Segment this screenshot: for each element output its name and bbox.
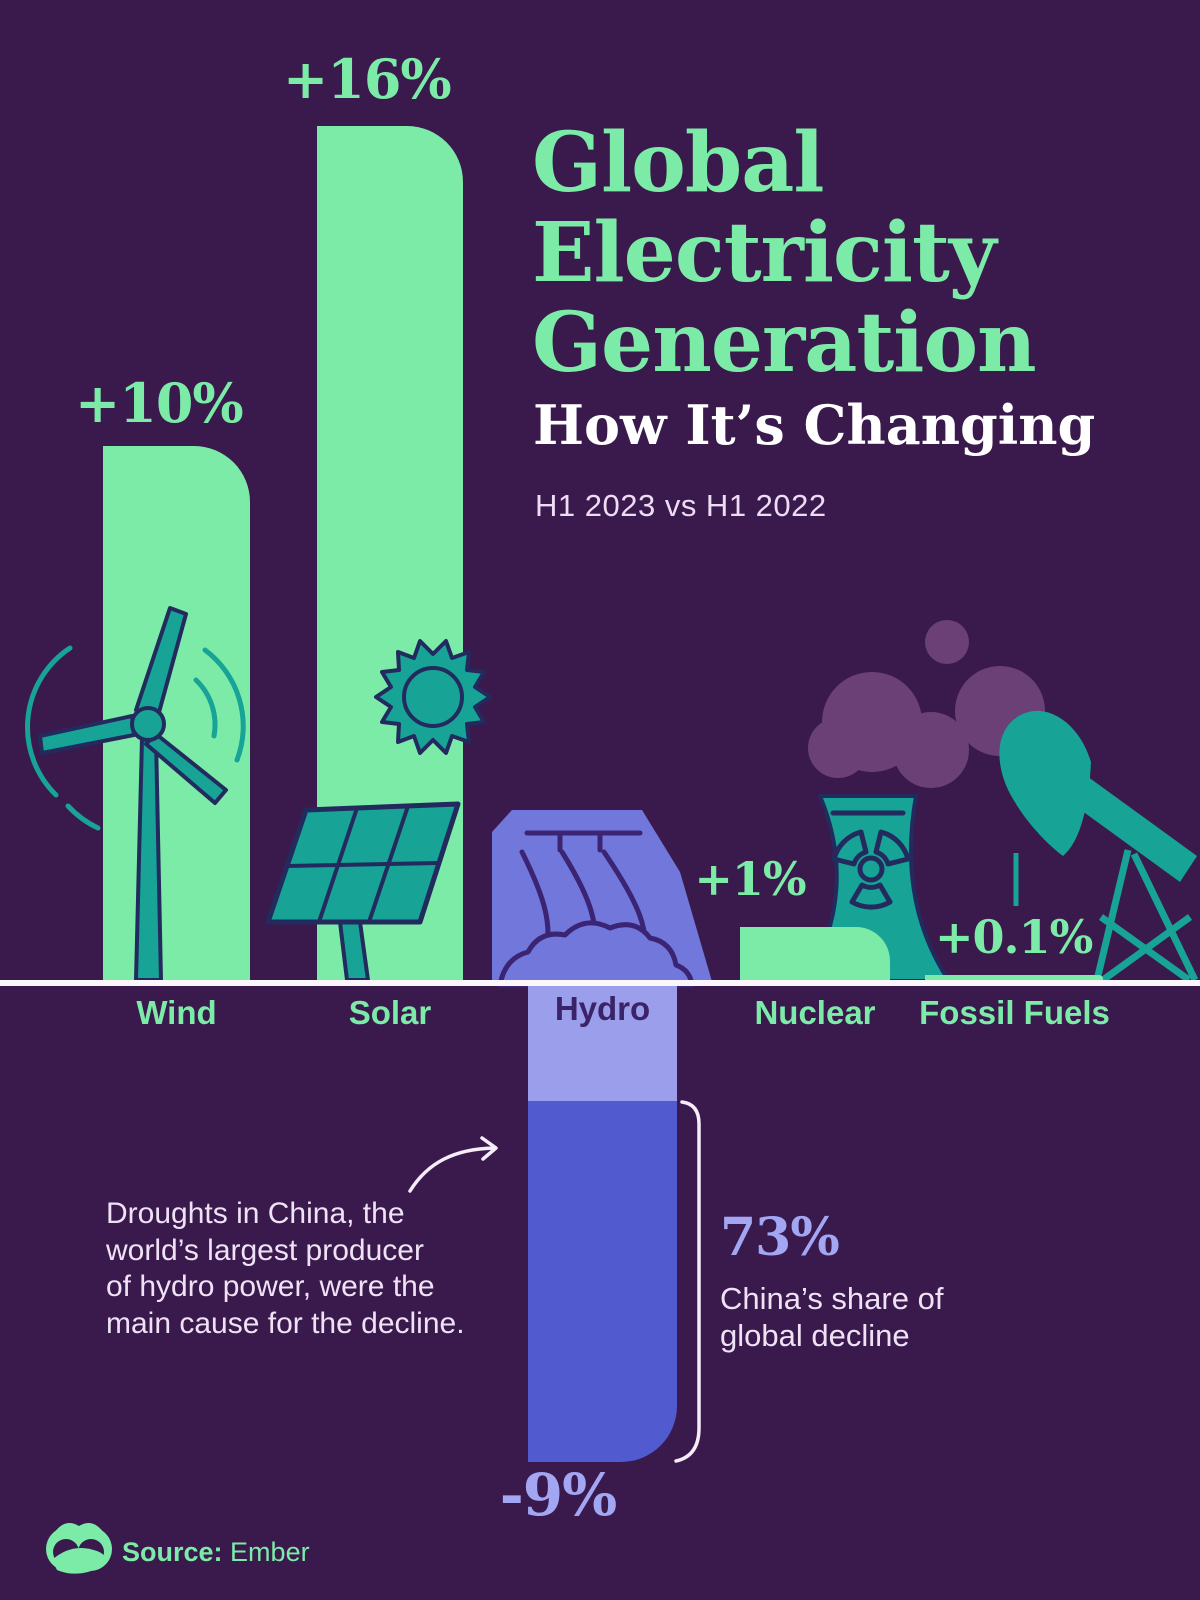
hydro-decline-section — [528, 1101, 677, 1462]
title-line-3: Generation — [532, 295, 1037, 391]
annotation-text: Droughts in China, the world’s largest p… — [106, 1196, 465, 1342]
bracket — [674, 1100, 701, 1463]
annotation-line-3: of hydro power, were the — [106, 1270, 435, 1303]
callout-line-2: global decline — [720, 1318, 910, 1353]
callout-line-1: China’s share of — [720, 1281, 944, 1316]
category-label-nuclear: Nuclear — [754, 994, 876, 1031]
source-label: Source: — [122, 1537, 223, 1567]
value-label-hydro: -9% — [499, 1461, 618, 1529]
callout-value: 73% — [720, 1207, 840, 1268]
value-label-solar: +16% — [283, 47, 452, 111]
bar-wind — [103, 446, 250, 980]
callout-text: China’s share of global decline — [720, 1280, 943, 1354]
bar-fossil-fuels — [925, 975, 1103, 980]
annotation-line-4: main cause for the decline. — [106, 1306, 465, 1340]
annotation-line-2: world’s largest producer — [106, 1233, 424, 1267]
source-name: Ember — [230, 1537, 310, 1567]
bar-hydro: Hydro — [528, 981, 677, 1462]
radiation-icon — [831, 829, 911, 910]
category-label-solar: Solar — [348, 994, 432, 1031]
curved-arrow-icon — [408, 1136, 498, 1193]
category-label-fossil: Fossil Fuels — [919, 994, 1110, 1031]
page-title: Global Electricity Generation — [532, 115, 1037, 391]
bar-solar — [317, 126, 463, 980]
bar-nuclear — [740, 927, 890, 980]
title-line-2: Electricity — [532, 205, 997, 301]
value-label-fossil: +0.1% — [935, 910, 1093, 964]
value-label-nuclear: +1% — [694, 852, 806, 906]
category-label-hydro: Hydro — [554, 990, 651, 1027]
source-line: Source: Ember — [122, 1537, 310, 1568]
category-label-wind: Wind — [136, 994, 217, 1031]
value-label-wind: +10% — [75, 371, 244, 435]
visual-capitalist-logo — [46, 1523, 112, 1574]
hydro-dam-icon — [492, 810, 713, 988]
page-subtitle: How It’s Changing — [533, 393, 1096, 457]
title-line-1: Global — [532, 115, 824, 211]
annotation-line-1: Droughts in China, the — [106, 1197, 405, 1230]
period-label: H1 2023 vs H1 2022 — [535, 488, 827, 523]
chart-baseline — [0, 980, 1200, 986]
smoke-clouds — [808, 620, 1045, 788]
hydro-label-band: Hydro — [528, 981, 677, 1101]
